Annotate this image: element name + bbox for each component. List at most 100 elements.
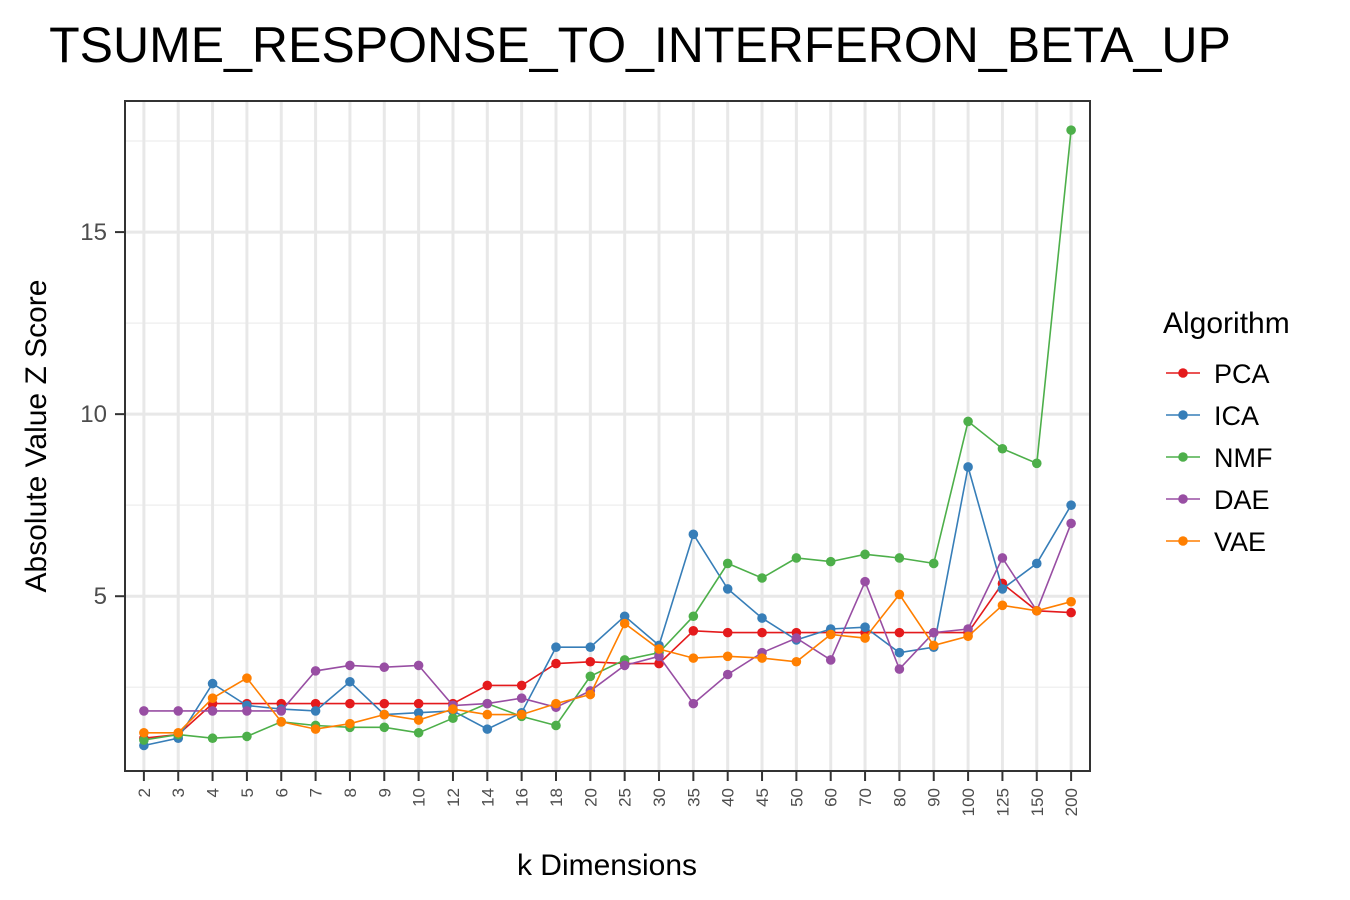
data-point-vae [963, 631, 973, 642]
data-point-dae [722, 669, 733, 680]
legend-key-point [1178, 494, 1188, 504]
data-point-vae [207, 693, 218, 703]
data-point-vae [516, 709, 527, 720]
legend-key-point [1178, 368, 1188, 378]
x-tick-label: 3 [169, 788, 188, 797]
data-point-pca [654, 658, 664, 669]
data-point-nmf [688, 611, 699, 622]
series-line-dae [143, 523, 1072, 712]
data-point-dae [310, 666, 321, 676]
x-tick-label: 18 [547, 788, 566, 807]
data-point-vae [688, 653, 699, 663]
data-point-vae [448, 704, 458, 714]
y-axis-title: Absolute Value Z Score [20, 280, 53, 593]
data-point-vae [1031, 605, 1042, 616]
x-tick-label: 70 [856, 788, 875, 807]
legend-label-ica: ICA [1214, 401, 1259, 431]
data-point-nmf [1031, 458, 1042, 469]
data-point-pca [551, 658, 561, 669]
data-point-vae [860, 633, 870, 643]
data-point-vae [722, 651, 733, 662]
data-point-vae [345, 718, 355, 729]
data-point-nmf [825, 556, 836, 567]
data-point-vae [757, 653, 767, 663]
x-tick-label: 4 [204, 788, 223, 797]
data-point-dae [516, 693, 527, 703]
data-point-pca [482, 680, 493, 691]
x-tick-label: 16 [513, 788, 532, 807]
x-tick-label: 150 [1028, 788, 1047, 816]
data-point-nmf [207, 733, 218, 744]
data-point-nmf [894, 553, 905, 563]
data-point-ica [757, 613, 767, 623]
legend-item-dae: DAE [1166, 485, 1270, 515]
x-tick-label: 20 [581, 788, 600, 807]
data-point-ica [722, 584, 733, 594]
data-point-pca [516, 680, 527, 691]
x-tick-label: 8 [341, 788, 360, 797]
y-tick-label: 5 [94, 583, 107, 610]
data-point-nmf [242, 731, 252, 742]
data-point-vae [173, 727, 184, 738]
x-tick-label: 50 [787, 788, 806, 807]
data-point-dae [654, 651, 664, 662]
x-tick-label: 30 [650, 788, 669, 807]
data-point-dae [894, 664, 905, 674]
data-point-dae [997, 553, 1008, 563]
data-point-ica [585, 642, 596, 652]
data-point-pca [345, 698, 355, 709]
data-point-dae [619, 660, 630, 671]
data-point-nmf [757, 573, 767, 583]
data-point-nmf [448, 713, 458, 724]
x-tick-label: 10 [410, 788, 429, 807]
series-layer [139, 125, 1076, 751]
data-point-dae [963, 624, 973, 634]
data-point-dae [379, 662, 390, 673]
data-point-dae [1066, 518, 1076, 529]
x-tick-label: 35 [684, 788, 703, 807]
data-point-vae [379, 709, 390, 720]
legend-key-point [1178, 452, 1188, 462]
data-point-vae [413, 715, 424, 725]
data-point-vae [242, 673, 252, 683]
data-point-ica [413, 707, 424, 718]
data-point-nmf [791, 553, 802, 563]
data-point-vae [997, 600, 1008, 611]
legend: Algorithm PCA ICA NMF DAE VAE [1163, 307, 1290, 557]
data-point-ica [207, 678, 218, 689]
data-point-vae [928, 640, 939, 651]
data-point-dae [413, 660, 424, 671]
data-point-vae [482, 709, 493, 720]
data-point-ica [997, 584, 1008, 594]
data-point-ica [345, 676, 355, 687]
data-point-dae [688, 698, 699, 709]
data-point-dae [825, 655, 836, 665]
data-point-ica [551, 642, 561, 652]
x-tick-label: 60 [822, 788, 841, 807]
x-tick-label: 80 [890, 788, 909, 807]
data-point-pca [310, 698, 321, 709]
chart-title: TSUME_RESPONSE_TO_INTERFERON_BETA_UP [49, 17, 1231, 73]
data-point-nmf [997, 443, 1008, 454]
data-point-ica [482, 724, 493, 734]
data-point-ica [894, 647, 905, 658]
data-point-vae [894, 589, 905, 600]
data-point-vae [825, 629, 836, 640]
data-point-ica [310, 706, 321, 716]
legend-item-vae: VAE [1166, 527, 1266, 557]
series-nmf [139, 125, 1076, 745]
data-point-nmf [860, 549, 870, 560]
legend-title: Algorithm [1163, 307, 1290, 340]
legend-label-nmf: NMF [1214, 443, 1272, 473]
data-point-nmf [963, 416, 973, 427]
legend-item-pca: PCA [1166, 359, 1270, 389]
data-point-ica [860, 622, 870, 632]
x-tick-label: 14 [478, 788, 497, 807]
x-tick-label: 125 [993, 788, 1012, 816]
data-point-ica [963, 462, 973, 472]
data-point-dae [345, 660, 355, 671]
data-point-dae [139, 706, 149, 716]
data-point-vae [310, 724, 321, 734]
legend-item-ica: ICA [1166, 401, 1259, 431]
